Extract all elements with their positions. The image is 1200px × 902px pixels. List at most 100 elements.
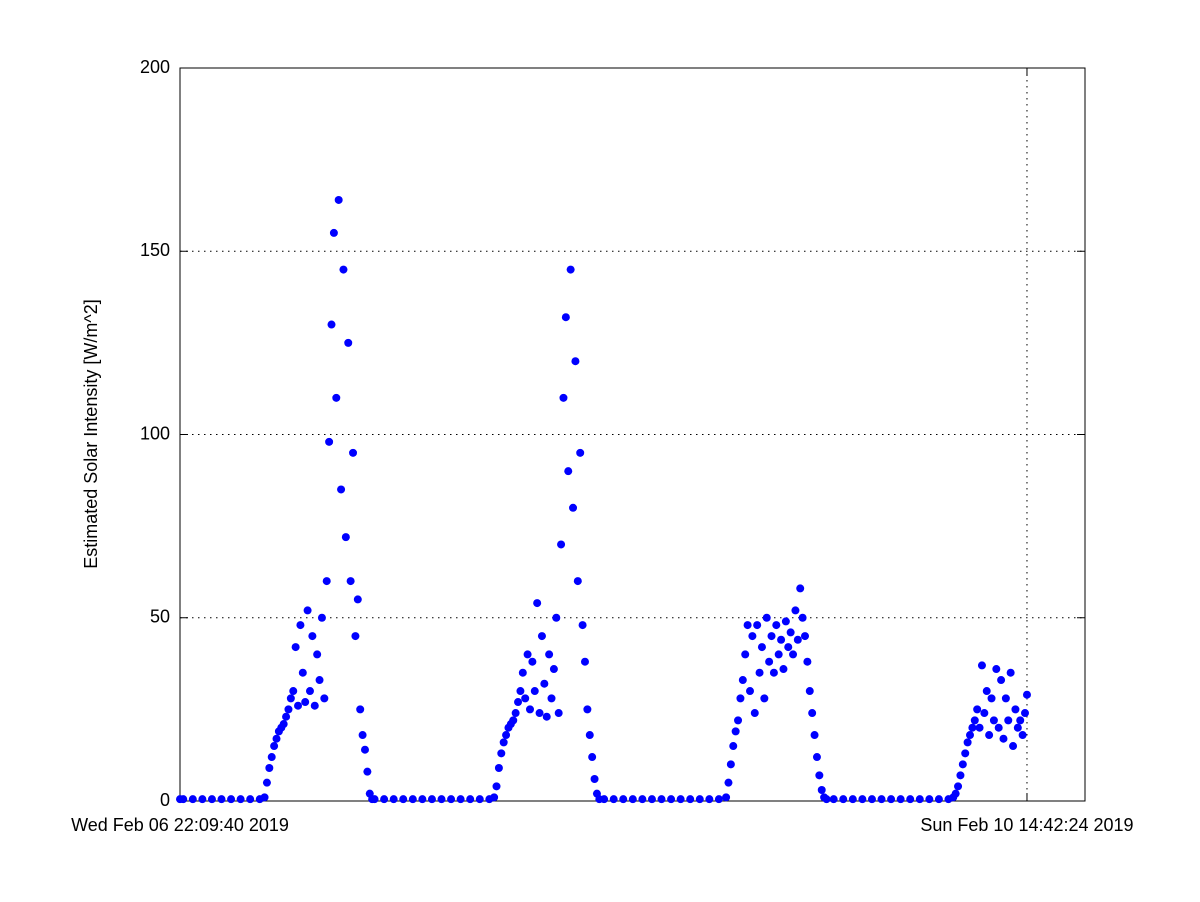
data-point bbox=[272, 734, 281, 743]
data-point bbox=[363, 767, 372, 776]
data-point bbox=[349, 448, 358, 457]
data-point bbox=[518, 668, 527, 677]
data-point bbox=[1022, 690, 1031, 699]
data-point bbox=[437, 795, 446, 804]
data-point bbox=[341, 533, 350, 542]
y-tick-label: 100 bbox=[140, 423, 170, 443]
data-point bbox=[576, 448, 585, 457]
y-tick-label: 150 bbox=[140, 240, 170, 260]
data-point bbox=[294, 701, 303, 710]
data-point bbox=[262, 778, 271, 787]
data-point bbox=[588, 753, 597, 762]
data-point bbox=[188, 795, 197, 804]
data-point bbox=[353, 595, 362, 604]
data-point bbox=[291, 643, 300, 652]
data-point bbox=[301, 698, 310, 707]
data-point bbox=[549, 665, 558, 674]
data-point bbox=[800, 632, 809, 641]
data-point bbox=[497, 749, 506, 758]
data-point bbox=[992, 665, 1001, 674]
data-point bbox=[260, 793, 269, 802]
data-point bbox=[748, 632, 757, 641]
data-point bbox=[973, 705, 982, 714]
data-point bbox=[286, 694, 295, 703]
data-point bbox=[289, 687, 298, 696]
data-point bbox=[580, 657, 589, 666]
data-point bbox=[829, 795, 838, 804]
data-point bbox=[583, 705, 592, 714]
data-point bbox=[325, 437, 334, 446]
data-point bbox=[530, 687, 539, 696]
data-point bbox=[657, 795, 666, 804]
data-point bbox=[537, 632, 546, 641]
data-point bbox=[337, 485, 346, 494]
y-tick-label: 200 bbox=[140, 57, 170, 77]
data-point bbox=[332, 393, 341, 402]
data-point bbox=[566, 265, 575, 274]
data-point bbox=[427, 795, 436, 804]
data-point bbox=[968, 723, 977, 732]
data-point bbox=[906, 795, 915, 804]
data-point bbox=[839, 795, 848, 804]
data-point bbox=[380, 795, 389, 804]
data-point bbox=[956, 771, 965, 780]
data-point bbox=[772, 621, 781, 630]
data-point bbox=[877, 795, 886, 804]
y-tick-label: 0 bbox=[160, 790, 170, 810]
data-point bbox=[542, 712, 551, 721]
data-point bbox=[774, 650, 783, 659]
data-point bbox=[514, 698, 523, 707]
data-point bbox=[303, 606, 312, 615]
data-point bbox=[791, 606, 800, 615]
data-point bbox=[997, 676, 1006, 685]
data-point bbox=[547, 694, 556, 703]
data-point bbox=[499, 738, 508, 747]
data-point bbox=[320, 694, 329, 703]
data-point bbox=[1016, 716, 1025, 725]
data-point bbox=[571, 357, 580, 366]
data-point bbox=[975, 723, 984, 732]
data-point bbox=[296, 621, 305, 630]
data-point bbox=[310, 701, 319, 710]
x-tick-label: Wed Feb 06 22:09:40 2019 bbox=[71, 815, 289, 835]
data-point bbox=[1006, 668, 1015, 677]
data-point bbox=[729, 742, 738, 751]
data-point bbox=[346, 577, 355, 586]
data-point bbox=[954, 782, 963, 791]
data-point bbox=[585, 731, 594, 740]
data-point bbox=[327, 320, 336, 329]
data-point bbox=[447, 795, 456, 804]
data-point bbox=[734, 716, 743, 725]
data-point bbox=[915, 795, 924, 804]
data-point bbox=[777, 635, 786, 644]
data-point bbox=[399, 795, 408, 804]
data-point bbox=[765, 657, 774, 666]
data-point bbox=[418, 795, 427, 804]
data-point bbox=[753, 621, 762, 630]
data-point bbox=[994, 723, 1003, 732]
data-point bbox=[755, 668, 764, 677]
data-point bbox=[298, 668, 307, 677]
data-point bbox=[769, 668, 778, 677]
data-point bbox=[339, 265, 348, 274]
data-point bbox=[987, 694, 996, 703]
data-point bbox=[408, 795, 417, 804]
data-point bbox=[808, 709, 817, 718]
data-point bbox=[705, 795, 714, 804]
data-point bbox=[573, 577, 582, 586]
data-point bbox=[590, 775, 599, 784]
data-point bbox=[521, 694, 530, 703]
data-point bbox=[1001, 694, 1010, 703]
data-point bbox=[198, 795, 207, 804]
data-point bbox=[887, 795, 896, 804]
data-point bbox=[714, 795, 723, 804]
data-point bbox=[789, 650, 798, 659]
data-point bbox=[760, 694, 769, 703]
y-tick-label: 50 bbox=[150, 607, 170, 627]
x-tick-label: Sun Feb 10 14:42:24 2019 bbox=[920, 815, 1133, 835]
data-point bbox=[1013, 723, 1022, 732]
data-point bbox=[647, 795, 656, 804]
data-point bbox=[724, 778, 733, 787]
data-point bbox=[867, 795, 876, 804]
data-point bbox=[511, 709, 520, 718]
